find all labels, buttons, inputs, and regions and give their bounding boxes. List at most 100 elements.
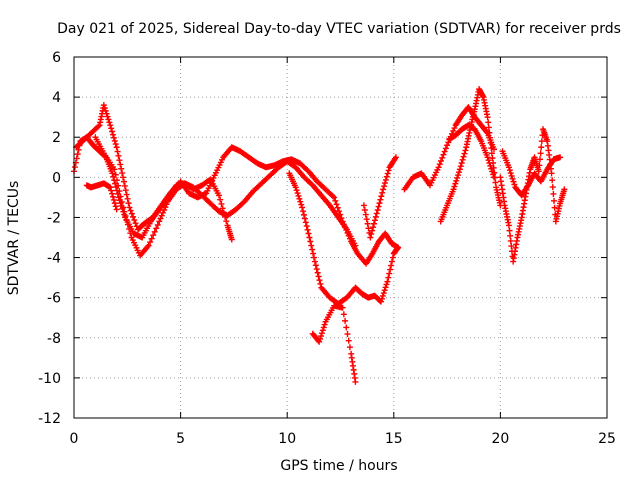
data-point [435,164,442,171]
data-point [297,198,304,205]
data-point [508,172,515,179]
data-point [335,208,342,215]
data-point [561,186,568,193]
data-point [368,231,375,238]
data-point [459,156,466,163]
data-point [536,162,543,169]
data-point [378,193,385,200]
data-point [485,124,492,131]
data-point [375,203,382,210]
x-tick-label: 10 [278,431,296,447]
data-point [490,171,497,178]
y-axis-label: SDTVAR / TECUs [6,181,22,296]
data-point [113,177,120,184]
data-point [445,139,452,146]
data-point [127,207,134,214]
data-point [538,144,545,151]
data-point [126,204,133,211]
data-point [114,148,121,155]
data-point [121,208,128,215]
data-point [314,269,321,276]
data-point [485,119,492,126]
data-point [510,178,517,185]
data-point [365,225,372,232]
data-point [370,224,377,231]
data-point [505,222,512,229]
data-point [122,213,129,220]
data-point [488,145,495,152]
data-point [101,104,108,111]
data-point [342,317,349,324]
data-point [340,311,347,318]
data-point [305,230,312,237]
data-point [535,168,542,175]
data-point [373,210,380,217]
data-point [363,216,370,223]
data-point [382,176,389,183]
data-point [489,168,496,175]
data-point [320,324,327,331]
data-point [381,287,388,294]
data-point [308,242,315,249]
series-trace-10 [446,122,498,181]
data-point [379,189,386,196]
data-point [106,119,113,126]
data-point [111,200,118,207]
x-tick-label: 5 [176,431,185,447]
data-point [333,201,340,208]
data-point [104,113,111,120]
data-point [123,191,130,198]
data-point [316,277,323,284]
data-point [487,134,494,141]
data-point [295,192,302,199]
data-point [377,196,384,203]
data-point [380,186,387,193]
series-trace-4 [83,180,120,213]
data-point [457,163,464,170]
data-point [450,127,457,134]
data-point [536,156,543,163]
data-point [228,236,235,243]
data-point [360,202,367,209]
data-point [346,344,353,351]
data-point [132,220,139,227]
data-point [116,188,123,195]
data-point [442,145,449,152]
data-point [317,280,324,287]
data-point [292,184,299,191]
data-point [369,227,376,234]
data-point [315,273,322,280]
data-point [156,218,163,225]
data-point [486,160,493,167]
data-point [102,107,109,114]
data-point [388,262,395,269]
series-trace-7 [360,154,399,241]
data-point [95,123,102,130]
data-point [378,298,385,305]
data-point [508,243,515,250]
data-point [304,226,311,233]
data-point [507,170,514,177]
data-point [344,331,351,338]
series-trace-5 [286,170,402,307]
data-point [461,150,468,157]
data-point [387,266,394,273]
data-point [454,174,461,181]
data-point [223,218,230,225]
data-point [486,129,493,136]
data-point [441,148,448,155]
data-point [352,378,359,385]
data-point [381,183,388,190]
data-point [294,190,301,197]
data-point [105,116,112,123]
data-point [117,200,124,207]
data-point [452,180,459,187]
data-point [549,177,556,184]
data-point [444,142,451,149]
data-point [343,324,350,331]
data-point [73,155,80,162]
data-point [374,206,381,213]
data-point [506,167,513,174]
data-point [154,221,161,228]
data-point [389,254,396,261]
